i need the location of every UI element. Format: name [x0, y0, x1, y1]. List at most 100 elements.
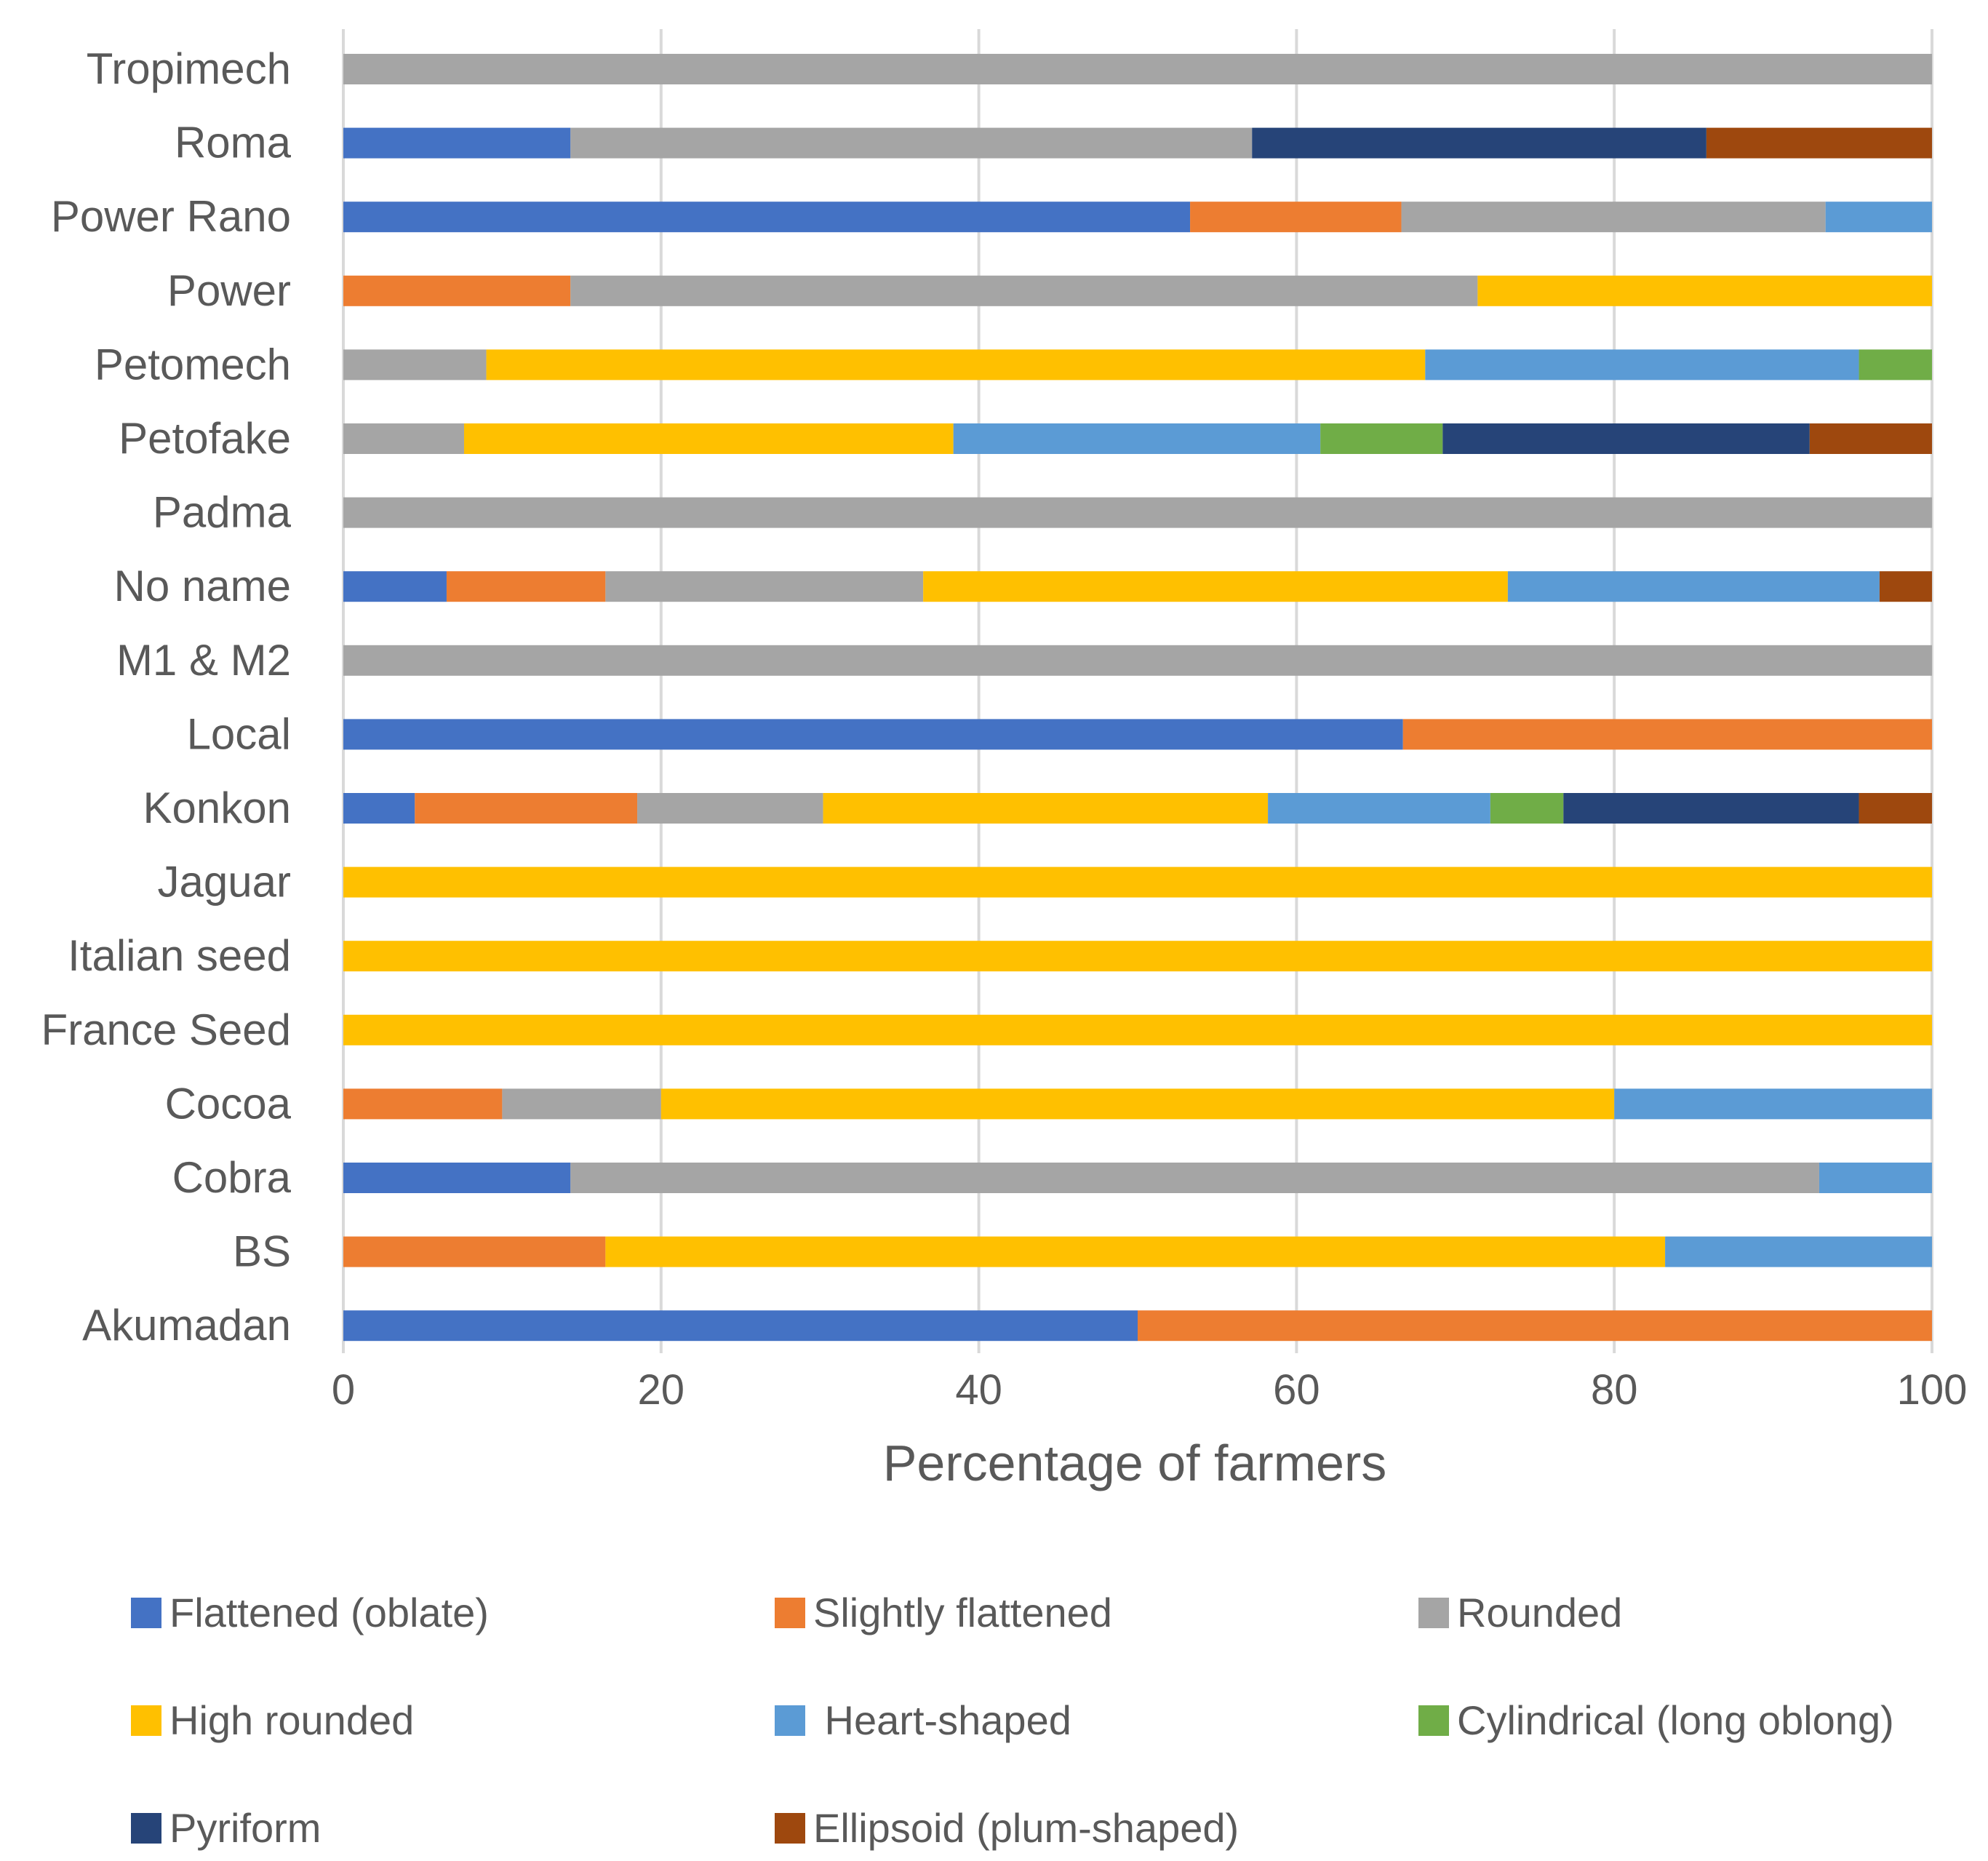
category-label-france-seed: France Seed: [41, 1005, 291, 1054]
bar-m1-m2-rounded: [343, 645, 1932, 676]
bar-konkon-slightly-flattened: [415, 793, 638, 824]
y-axis-labels: Tropimech Roma Power Rano Power Petomech Peto…: [41, 44, 291, 1350]
bar-no-name-flattened-oblate: [343, 571, 447, 602]
x-axis-ticks: 0 20 40 60 80 100: [332, 1366, 1968, 1414]
bar-petomech-heart-shaped: [1425, 349, 1859, 380]
bars: [343, 54, 1932, 1342]
bar-cocoa-rounded: [502, 1088, 661, 1120]
category-label-italian-seed: Italian seed: [68, 931, 291, 980]
category-label-power: Power: [167, 266, 291, 315]
category-label-padma: Padma: [153, 488, 292, 537]
bar-no-name-ellipsoid-plum-shaped: [1879, 571, 1932, 602]
category-label-jaguar: Jaguar: [158, 858, 291, 906]
x-tick-label: 20: [638, 1366, 685, 1414]
bar-no-name-high-rounded: [923, 571, 1508, 602]
x-tick-label: 100: [1897, 1366, 1968, 1414]
legend-swatch: [775, 1598, 805, 1628]
bar-cobra-rounded: [570, 1163, 1819, 1193]
bar-bs-slightly-flattened: [343, 1236, 606, 1267]
legend-swatch: [775, 1813, 805, 1844]
bar-petomech-high-rounded: [486, 349, 1426, 380]
bar-local-slightly-flattened: [1402, 719, 1932, 750]
bar-petomech-rounded: [343, 349, 487, 380]
legend-swatch: [131, 1813, 161, 1844]
bar-konkon-cylindrical-long-oblong: [1490, 793, 1564, 824]
category-label-power-rano: Power Rano: [51, 192, 291, 241]
category-label-cobra: Cobra: [172, 1153, 292, 1202]
legend-item-rounded: Rounded: [1418, 1590, 1622, 1635]
bar-akumadan-flattened-oblate: [343, 1310, 1138, 1342]
legend-item-cylindrical-long-oblong: Cylindrical (long oblong): [1418, 1697, 1894, 1743]
legend-label: Pyriform: [169, 1805, 321, 1851]
bar-cocoa-high-rounded: [660, 1088, 1615, 1120]
category-label-petofake: Petofake: [119, 414, 291, 463]
bar-tropimech-rounded: [343, 54, 1932, 84]
bar-local-flattened-oblate: [343, 719, 1403, 750]
bar-no-name-heart-shaped: [1507, 571, 1880, 602]
category-label-m1-m2: M1 & M2: [116, 636, 291, 685]
category-label-bs: BS: [233, 1227, 291, 1276]
category-label-akumadan: Akumadan: [82, 1301, 291, 1350]
legend-swatch: [1418, 1705, 1449, 1736]
bar-akumadan-slightly-flattened: [1138, 1310, 1932, 1342]
gridlines: [342, 29, 1933, 1353]
legend-label: High rounded: [169, 1697, 414, 1743]
bar-konkon-rounded: [637, 793, 823, 824]
bar-italian-seed-high-rounded: [343, 941, 1932, 972]
legend-label: Cylindrical (long oblong): [1457, 1697, 1894, 1743]
legend-swatch: [131, 1705, 161, 1736]
bar-power-rano-rounded: [1401, 202, 1826, 233]
category-label-petomech: Petomech: [95, 340, 291, 388]
legend-label: Rounded: [1457, 1590, 1622, 1635]
bar-petofake-pyriform: [1442, 423, 1810, 454]
category-label-no-name: No name: [114, 562, 291, 610]
bar-konkon-flattened-oblate: [343, 793, 415, 824]
x-axis-title: Percentage of farmers: [883, 1435, 1387, 1491]
bar-padma-rounded: [343, 497, 1932, 528]
x-tick-label: 40: [955, 1366, 1002, 1414]
legend-swatch: [775, 1705, 805, 1736]
bar-power-rano-flattened-oblate: [343, 202, 1191, 233]
legend-label: Ellipsoid (plum-shaped): [813, 1805, 1239, 1851]
legend-label: Flattened (oblate): [169, 1590, 489, 1635]
bar-power-rounded: [570, 275, 1478, 306]
bar-no-name-slightly-flattened: [446, 571, 606, 602]
bar-power-high-rounded: [1477, 275, 1932, 306]
bar-petofake-cylindrical-long-oblong: [1320, 423, 1443, 454]
bar-no-name-rounded: [605, 571, 924, 602]
bar-power-rano-slightly-flattened: [1190, 202, 1402, 233]
x-tick-label: 80: [1591, 1366, 1638, 1414]
bar-petomech-cylindrical-long-oblong: [1859, 349, 1932, 380]
bar-bs-high-rounded: [605, 1236, 1666, 1267]
legend-item-slightly-flattened: Slightly flattened: [775, 1590, 1112, 1635]
bar-konkon-heart-shaped: [1268, 793, 1490, 824]
legend: Flattened (oblate) Slightly flattened Roun…: [131, 1590, 1894, 1851]
bar-roma-ellipsoid-plum-shaped: [1706, 127, 1932, 159]
bar-konkon-pyriform: [1563, 793, 1859, 824]
category-label-cocoa: Cocoa: [165, 1079, 292, 1128]
bar-jaguar-high-rounded: [343, 866, 1932, 898]
bar-roma-rounded: [570, 127, 1253, 159]
legend-swatch: [1418, 1598, 1449, 1628]
bar-petofake-high-rounded: [463, 423, 954, 454]
legend-item-ellipsoid-plum-shaped: Ellipsoid (plum-shaped): [775, 1805, 1239, 1851]
legend-item-flattened-oblate: Flattened (oblate): [131, 1590, 489, 1635]
bar-bs-heart-shaped: [1665, 1236, 1932, 1267]
x-tick-label: 60: [1273, 1366, 1320, 1414]
bar-konkon-high-rounded: [823, 793, 1269, 824]
bar-power-slightly-flattened: [343, 275, 571, 306]
bar-power-rano-heart-shaped: [1825, 202, 1932, 233]
bar-petofake-heart-shaped: [953, 423, 1321, 454]
category-label-konkon: Konkon: [143, 784, 292, 832]
bar-cobra-flattened-oblate: [343, 1163, 571, 1193]
bar-france-seed-high-rounded: [343, 1014, 1932, 1045]
bar-roma-pyriform: [1252, 127, 1706, 159]
x-tick-label: 0: [332, 1366, 355, 1414]
bar-cobra-heart-shaped: [1819, 1163, 1932, 1193]
legend-item-high-rounded: High rounded: [131, 1697, 414, 1743]
legend-label: Heart-shaped: [813, 1697, 1071, 1743]
legend-item-pyriform: Pyriform: [131, 1805, 321, 1851]
legend-label: Slightly flattened: [813, 1590, 1112, 1635]
